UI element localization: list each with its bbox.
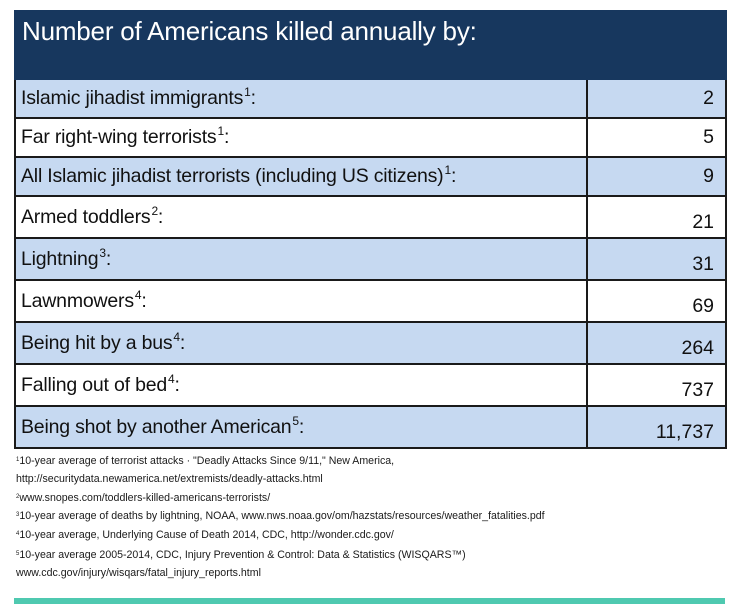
table-row: All Islamic jihadist terrorists (includi… (14, 156, 728, 197)
row-label-text: Armed toddlers (21, 205, 151, 228)
footnote-mark: 1 (16, 457, 20, 463)
footnote-ref: 2 (151, 203, 158, 218)
table-title: Number of Americans killed annually by: (13, 10, 728, 80)
footnote-text: 10-year average of terrorist attacks · "… (19, 455, 395, 467)
footnotes: 110-year average of terrorist attacks · … (16, 452, 728, 583)
row-value: 9 (585, 156, 728, 197)
footnote-mark: 2 (16, 493, 20, 500)
row-label: Being hit by a bus4: (14, 321, 588, 365)
row-label: Lightning3: (14, 237, 588, 281)
row-value: 69 (585, 279, 728, 323)
row-label-colon: : (298, 415, 305, 438)
footnote-link[interactable]: www.snopes.com/toddlers-killed-americans… (19, 491, 271, 504)
table-row: Islamic jihadist immigrants1: 2 (14, 78, 728, 119)
row-label-colon: : (250, 87, 256, 109)
row-label-text: Far right-wing terrorists (21, 126, 217, 148)
row-value: 2 (585, 78, 728, 119)
row-value: 264 (585, 321, 728, 365)
footnote-ref: 4 (168, 371, 175, 386)
footnote-ref: 1 (217, 124, 224, 138)
footnote-text: 10-year average 2005-2014, CDC, Injury P… (19, 549, 466, 562)
row-label-text: Islamic jihadist immigrants (21, 87, 244, 109)
row-label: Being shot by another American5: (14, 405, 588, 449)
footnote-ref: 3 (99, 245, 106, 260)
row-label-text: Being shot by another American (21, 415, 292, 438)
footnote-mark: 3 (16, 512, 20, 519)
footnote-mark: 5 (16, 551, 20, 558)
footnote-ref: 4 (134, 287, 142, 302)
table-row: Lightning3: 31 (14, 237, 728, 281)
row-label: Armed toddlers2: (14, 195, 588, 239)
row-label-text: Lawnmowers (21, 289, 134, 312)
row-label-colon: : (105, 247, 112, 270)
row-label: Islamic jihadist immigrants1: (14, 78, 588, 119)
row-label-text: Being hit by a bus (21, 331, 173, 354)
footnote-ref: 4 (173, 329, 180, 344)
footnote-text: 10-year average, Underlying Cause of Dea… (19, 528, 394, 541)
table-row: Armed toddlers2: 21 (14, 195, 728, 239)
row-label-colon: : (179, 331, 186, 354)
row-label-colon: : (157, 205, 164, 228)
row-label: All Islamic jihadist terrorists (includi… (14, 156, 588, 197)
row-label-colon: : (450, 165, 457, 187)
row-value: 21 (585, 195, 728, 239)
table-row: Being shot by another American5: 11,737 (14, 405, 728, 449)
footnote-ref: 5 (292, 413, 299, 428)
row-value: 11,737 (585, 405, 728, 449)
footnote-5-url: www.cdc.gov/injury/wisqars/fatal_injury_… (16, 564, 728, 582)
row-label-colon: : (141, 289, 147, 312)
footnote-5: 510-year average 2005-2014, CDC, Injury … (16, 546, 728, 564)
table-row: Far right-wing terrorists1: 5 (14, 117, 728, 158)
deaths-table: Number of Americans killed annually by: … (13, 10, 728, 449)
footnote-1: 110-year average of terrorist attacks · … (16, 452, 728, 470)
table-row: Lawnmowers4: 69 (14, 279, 728, 323)
row-label: Falling out of bed4: (14, 363, 588, 407)
row-label-text: Falling out of bed (21, 373, 168, 396)
footnote-1-url: http://securitydata.newamerica.net/extre… (16, 470, 728, 488)
row-label-text: Lightning (21, 247, 99, 270)
row-label: Far right-wing terrorists1: (14, 117, 588, 158)
accent-bar (14, 598, 725, 604)
footnote-text: 10-year average of deaths by lightning, … (19, 510, 545, 523)
footnote-2: 2www.snopes.com/toddlers-killed-american… (16, 489, 728, 507)
table-row: Being hit by a bus4: 264 (14, 321, 728, 365)
row-label: Lawnmowers4: (14, 279, 588, 323)
row-value: 31 (585, 237, 728, 281)
row-value: 737 (585, 363, 728, 407)
row-label-text: All Islamic jihadist terrorists (includi… (21, 165, 444, 187)
footnote-ref: 1 (444, 163, 451, 177)
footnote-mark: 4 (16, 530, 20, 537)
row-label-colon: : (174, 373, 180, 396)
table-header-row: Number of Americans killed annually by: (13, 10, 728, 80)
footnote-4: 410-year average, Underlying Cause of De… (16, 526, 728, 544)
table-row: Falling out of bed4: 737 (14, 363, 728, 407)
footnote-link[interactable]: http://securitydata.newamerica.net/extre… (16, 473, 323, 486)
footnote-link[interactable]: www.cdc.gov/injury/wisqars/fatal_injury_… (16, 567, 261, 580)
footnote-3: 310-year average of deaths by lightning,… (16, 507, 728, 525)
row-label-colon: : (223, 126, 230, 148)
row-value: 5 (585, 117, 728, 158)
footnote-ref: 1 (244, 85, 251, 99)
